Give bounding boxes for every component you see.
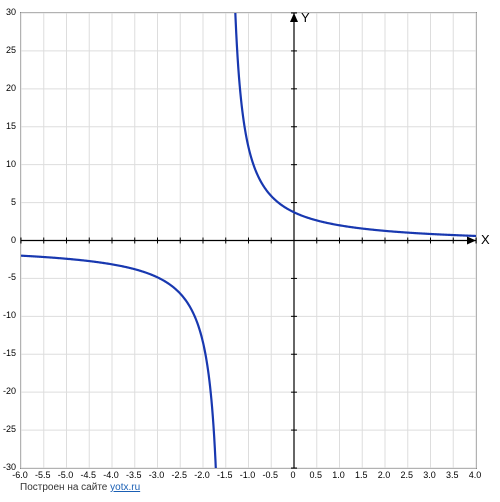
plot-area (20, 12, 477, 469)
x-tick-label: -5.0 (58, 470, 74, 480)
y-tick-label: 30 (6, 7, 16, 17)
x-tick-label: 1.0 (332, 470, 345, 480)
x-tick-label: 3.5 (446, 470, 459, 480)
y-tick-label: 0 (11, 235, 16, 245)
y-tick-label: 15 (6, 121, 16, 131)
footer-credit: Построен на сайте yotx.ru (20, 482, 140, 493)
x-tick-label: 3.0 (423, 470, 436, 480)
y-tick-label: 25 (6, 45, 16, 55)
x-tick-label: 2.5 (400, 470, 413, 480)
x-axis-label: X (481, 232, 490, 247)
y-tick-label: -25 (3, 424, 16, 434)
x-tick-label: 0 (290, 470, 295, 480)
x-tick-label: 0.5 (309, 470, 322, 480)
y-tick-label: -10 (3, 310, 16, 320)
x-tick-label: -3.0 (149, 470, 165, 480)
x-tick-label: -1.5 (217, 470, 233, 480)
plot-svg (21, 13, 476, 468)
x-tick-label: 4.0 (469, 470, 482, 480)
x-tick-label: -3.5 (126, 470, 142, 480)
x-tick-label: -2.5 (171, 470, 187, 480)
y-tick-label: -15 (3, 348, 16, 358)
x-tick-label: 1.5 (355, 470, 368, 480)
x-tick-label: -5.5 (35, 470, 51, 480)
x-tick-label: -4.0 (103, 470, 119, 480)
y-tick-label: 5 (11, 197, 16, 207)
y-tick-label: -5 (8, 272, 16, 282)
chart-container: Y X Построен на сайте yotx.ru -6.0-5.5-5… (0, 0, 500, 502)
y-tick-label: -30 (3, 462, 16, 472)
y-axis-label: Y (301, 10, 310, 25)
x-tick-label: -0.5 (262, 470, 278, 480)
footer-text: Построен на сайте (20, 482, 110, 493)
x-tick-label: -2.0 (194, 470, 210, 480)
x-tick-label: -4.5 (80, 470, 96, 480)
y-tick-label: 10 (6, 159, 16, 169)
y-tick-label: 20 (6, 83, 16, 93)
footer-link[interactable]: yotx.ru (110, 482, 140, 493)
x-tick-label: 2.0 (378, 470, 391, 480)
y-tick-label: -20 (3, 386, 16, 396)
x-tick-label: -1.0 (240, 470, 256, 480)
